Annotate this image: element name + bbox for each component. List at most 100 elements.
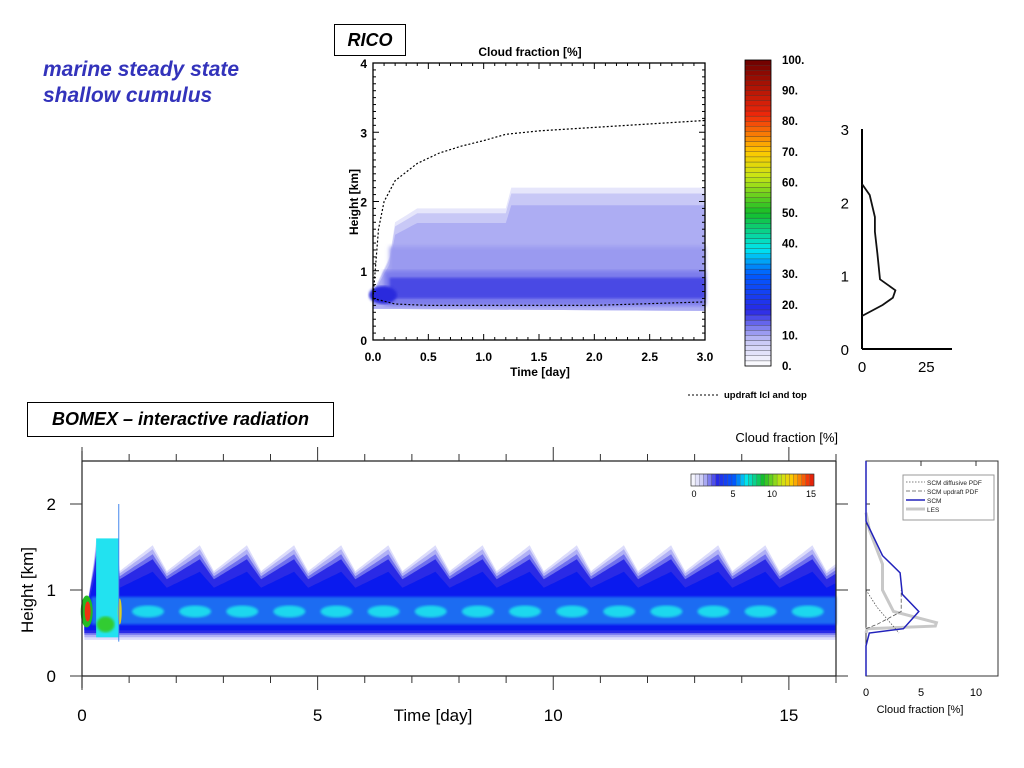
rico-colorbar-label: 60. (782, 177, 798, 189)
bomex-profile-line-scm-diffusive-pdf (865, 589, 900, 634)
bomex-diurnal-core (273, 605, 306, 618)
bomex-profile-line-scm (865, 461, 920, 676)
rico-colorbar-segment (744, 274, 772, 280)
rico-colorbar-segment (744, 90, 772, 96)
bomex-title: Cloud fraction [%] (735, 430, 838, 445)
bomex-colorbar-segment (703, 473, 708, 487)
bomex-colorbar-label: 15 (806, 489, 816, 499)
bomex-colorbar-segment (690, 473, 696, 487)
rico-xtick-label: 0.0 (365, 350, 382, 364)
rico-updraft-lines (372, 119, 706, 306)
bomex-spinup-red (84, 601, 91, 622)
rico-colorbar-segment (744, 243, 772, 249)
rico-colorbar-segment (744, 314, 772, 321)
rico-colorbar-segment (744, 258, 772, 265)
rico-colorbar-segment (744, 192, 772, 198)
rico-colorbar-segment (744, 100, 772, 107)
rico-colorbar-segment (744, 325, 772, 331)
rico-colorbar-segment (744, 172, 772, 178)
bomex-colorbar-segment (744, 473, 749, 487)
bomex-xtick-label: 0 (77, 706, 86, 725)
bomex-cloud-field (80, 504, 837, 642)
rico-colorbar-segment (744, 156, 772, 163)
rico-colorbar-segment (744, 212, 772, 219)
bomex-colorbar-segment (760, 473, 765, 487)
bomex-colorbar-segment (805, 473, 811, 487)
bomex-colorbar-frame (690, 473, 815, 487)
rico-ytick-label: 2 (360, 196, 367, 210)
rico-colorbar-segment (744, 59, 772, 66)
rico-colorbar: 0. 10. 20. 30. 40. 50. 60. 70. 80. 90. 100. (744, 55, 804, 373)
rico-xtick-label: 3.0 (697, 350, 714, 364)
rico-colorbar-segment (744, 253, 772, 260)
rico-ytick-label: 0 (360, 334, 367, 348)
bomex-diurnal-core (508, 605, 541, 618)
rico-colorbar-segment (744, 202, 772, 209)
bomex-colorbar-segment (707, 473, 712, 487)
bomex-diurnal-core (226, 605, 259, 618)
rico-profile-ytick-label: 3 (841, 122, 849, 139)
bomex-colorbar-segment (768, 473, 774, 487)
bomex-diurnal-core (131, 605, 164, 618)
bomex-colorbar-segment (748, 473, 753, 487)
rico-colorbar-segment (744, 355, 772, 362)
rico-title: Cloud fraction [%] (478, 45, 581, 59)
bomex-profile-legend-box (902, 474, 995, 521)
bomex-ytick-label: 0 (47, 667, 56, 686)
bomex-colorbar-segment (772, 473, 778, 487)
rico-colorbar-segment (744, 284, 772, 290)
bomex-profile-legend-label: SCM (927, 498, 941, 505)
bomex-profile-legend-label: SCM updraft PDF (927, 489, 978, 496)
bomex-colorbar-segment (731, 473, 737, 487)
rico-ytick-label: 3 (360, 126, 367, 140)
rico-colorbar-segment (744, 294, 772, 300)
rico-timeheight-chart: Cloud fraction [%] 0.0 0.5 1.0 1.5 2.0 2.5 3.0… (347, 45, 714, 379)
rico-colorbar-segment (744, 345, 772, 351)
rico-colorbar-segment (744, 151, 772, 158)
rico-colorbar-segment (744, 289, 772, 295)
bomex-ylabel: Height [km] (18, 547, 37, 633)
bomex-colorbar-segment (809, 473, 815, 487)
bomex-colorbar-segment (764, 473, 770, 487)
rico-ytick-label: 4 (360, 57, 367, 71)
bomex-colorbar-segment (756, 473, 761, 487)
rico-colorbar-segment (744, 115, 772, 122)
bomex-diurnal-core (320, 605, 353, 618)
rico-colorbar-label: 100. (782, 55, 804, 67)
rico-colorbar-segment (744, 335, 772, 341)
rico-colorbar-segment (744, 279, 772, 285)
rico-colorbar-frame (744, 59, 772, 367)
rico-xtick-label: 1.5 (531, 350, 548, 364)
bomex-diurnal-core (744, 605, 777, 618)
rico-cloud-field (368, 187, 705, 311)
bomex-colorbar-segment (793, 473, 798, 487)
bomex-diurnal-core (697, 605, 730, 618)
rico-xtick-label: 0.5 (420, 350, 437, 364)
bomex-colorbar-segment (723, 473, 729, 487)
bomex-profile-line-les (864, 512, 939, 634)
rico-profile-chart: 0 1 2 3 0 25 (841, 122, 952, 376)
bomex-diurnal-core (603, 605, 636, 618)
rico-axis-ticks: 0.0 0.5 1.0 1.5 2.0 2.5 3.0 0 1 2 3 4 (360, 57, 713, 364)
rico-colorbar-segment (744, 309, 772, 316)
bomex-diurnal-core (556, 605, 589, 618)
bomex-profile-xtick-label: 0 (863, 687, 869, 699)
rico-colorbar-segment (744, 121, 772, 127)
rico-colorbar-segment (744, 70, 772, 76)
rico-colorbar-segment (744, 360, 772, 367)
bomex-colorbar-segment (781, 473, 786, 487)
bomex-colorbar-segment (727, 473, 733, 487)
bomex-xtick-label: 10 (544, 706, 563, 725)
bomex-diurnal-core (461, 605, 494, 618)
rico-colorbar-segment (744, 166, 772, 173)
rico-colorbar-label: 30. (782, 269, 798, 281)
bomex-colorbar-segment (801, 473, 806, 487)
rico-colorbar-segment (744, 263, 772, 270)
bomex-profile-xtick-label: 5 (918, 687, 924, 699)
rico-colorbar-segment (744, 177, 772, 183)
rico-legend: updraft lcl and top (688, 390, 807, 401)
legend-updraft-label: updraft lcl and top (724, 390, 807, 401)
rico-colorbar-segment (744, 340, 772, 346)
bomex-ytick-label: 1 (47, 581, 56, 600)
